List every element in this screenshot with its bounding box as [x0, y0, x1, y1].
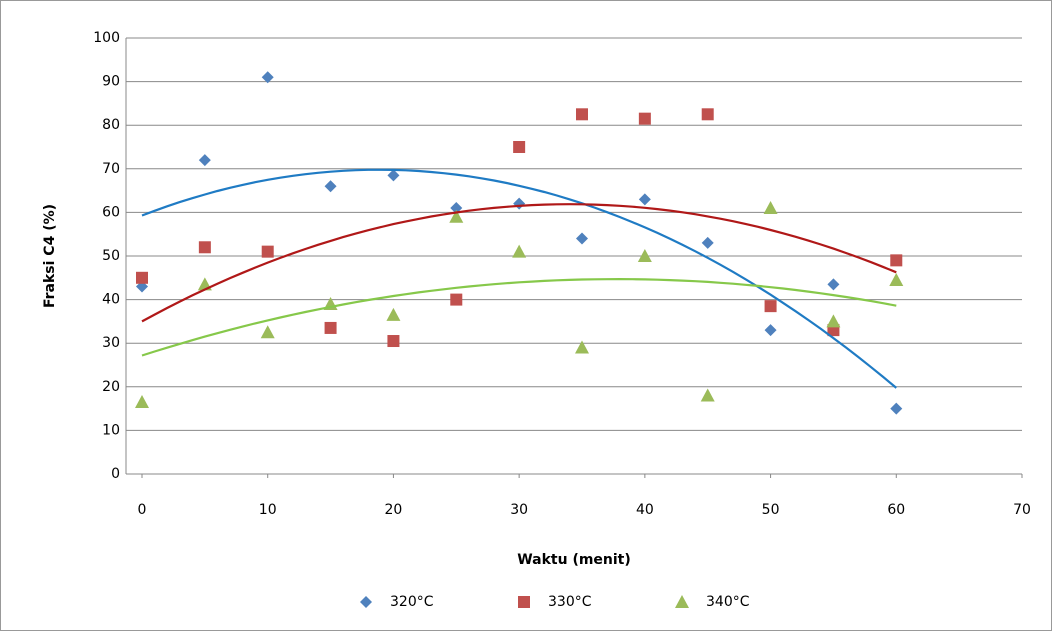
marker-square — [325, 322, 337, 334]
x-tick-label: 40 — [636, 502, 654, 518]
y-tick-label: 80 — [102, 117, 120, 133]
legend-label: 330°C — [548, 594, 592, 610]
y-tick-label: 50 — [102, 248, 120, 264]
x-tick-label: 20 — [385, 502, 403, 518]
marker-square — [199, 241, 211, 253]
marker-square — [576, 108, 588, 120]
x-tick-label: 50 — [762, 502, 780, 518]
marker-square — [765, 300, 777, 312]
x-tick-label: 0 — [138, 502, 147, 518]
marker-square — [702, 108, 714, 120]
x-tick-label: 10 — [259, 502, 277, 518]
x-tick-label: 30 — [510, 502, 528, 518]
y-tick-label: 100 — [93, 30, 120, 46]
marker-square — [890, 254, 902, 266]
y-tick-label: 20 — [102, 379, 120, 395]
marker-square — [639, 113, 651, 125]
legend-label: 320°C — [390, 594, 434, 610]
y-tick-label: 60 — [102, 204, 120, 220]
y-tick-label: 40 — [102, 292, 120, 308]
x-tick-label: 60 — [887, 502, 905, 518]
y-tick-label: 30 — [102, 335, 120, 351]
marker-square — [387, 335, 399, 347]
marker-square — [262, 246, 274, 258]
chart-frame — [1, 1, 1052, 631]
x-axis-title: Waktu (menit) — [517, 552, 631, 568]
marker-square — [518, 596, 530, 608]
y-axis-title: Fraksi C4 (%) — [42, 204, 58, 308]
marker-square — [513, 141, 525, 153]
x-tick-label: 70 — [1013, 502, 1031, 518]
marker-square — [450, 294, 462, 306]
y-tick-label: 0 — [111, 466, 120, 482]
y-tick-label: 10 — [102, 422, 120, 438]
y-tick-label: 70 — [102, 161, 120, 177]
y-tick-label: 90 — [102, 74, 120, 90]
marker-square — [136, 272, 148, 284]
chart: Waktu (menit) Fraksi C4 (%) 0 10 20 30 40 50 6… — [0, 0, 1052, 631]
legend-label: 340°C — [706, 594, 750, 610]
